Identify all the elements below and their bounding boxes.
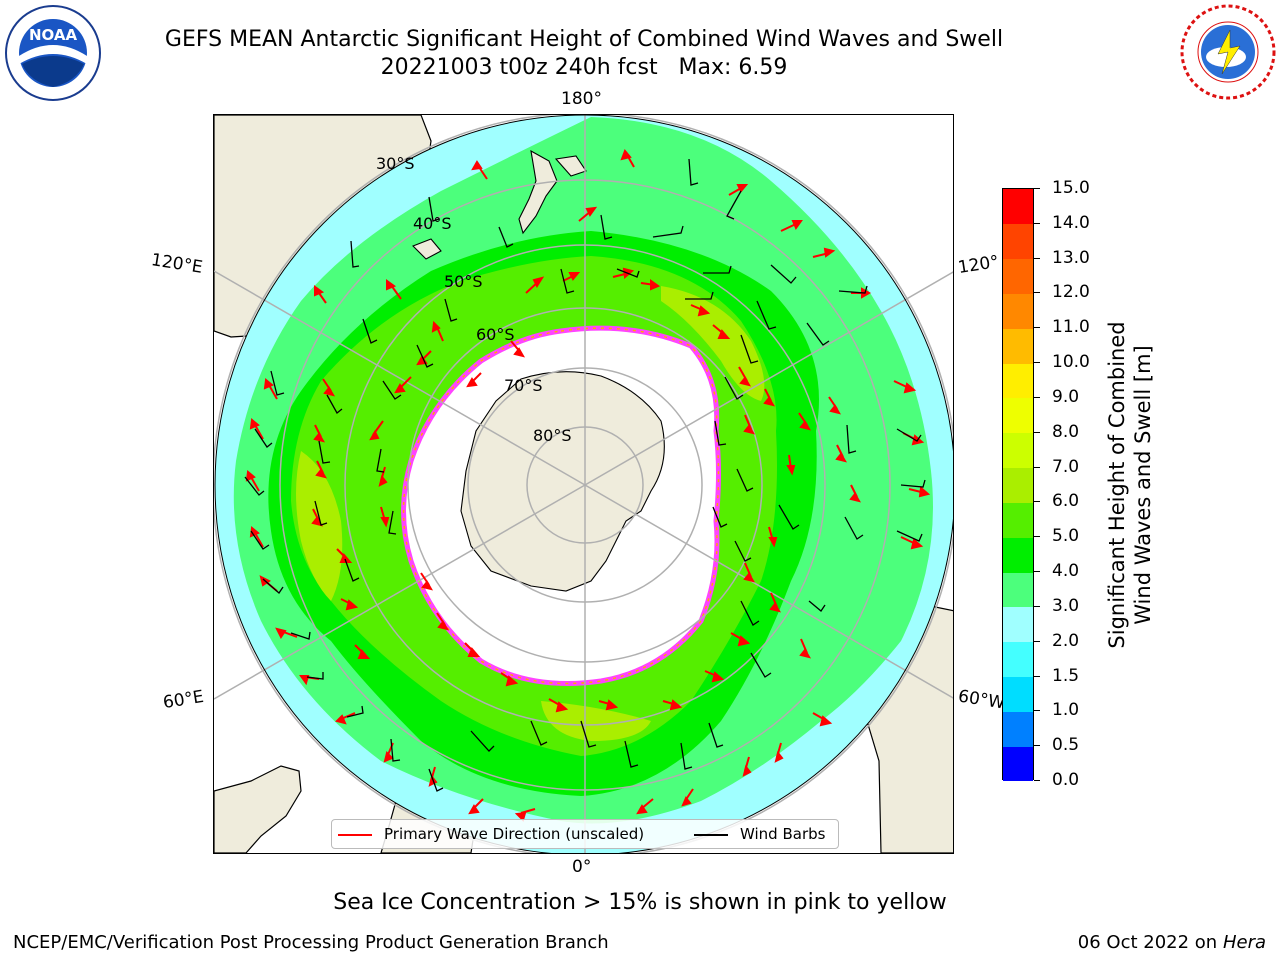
lon-label-0: 0° (572, 857, 592, 877)
colorbar-segment (1003, 746, 1033, 782)
colorbar-title-line-2: Wind Waves and Swell [m] (1131, 345, 1155, 625)
new-zealand (518, 149, 558, 235)
legend-wave-swatch (338, 834, 372, 836)
colorbar-tick (1034, 188, 1040, 189)
colorbar-segment (1003, 606, 1033, 643)
colorbar-tick (1034, 396, 1040, 398)
map-legend: Primary Wave Direction (unscaled) Wind B… (331, 819, 839, 849)
colorbar-tick (1034, 222, 1040, 224)
colorbar-tick (1034, 362, 1040, 364)
colorbar-segment (1003, 537, 1033, 573)
map-boundary (214, 115, 953, 853)
lat-label-70: 70°S (504, 376, 543, 395)
colorbar (1002, 188, 1034, 782)
colorbar-segment (1003, 363, 1033, 399)
colorbar-tick (1034, 745, 1040, 747)
footer-date: 06 Oct 2022 on (1077, 932, 1223, 953)
colorbar-tick-label: 5.0 (1052, 526, 1080, 547)
colorbar-tick (1034, 466, 1040, 468)
lat-label-30: 30°S (376, 154, 415, 173)
colorbar-tick-label: 3.0 (1052, 595, 1080, 616)
colorbar-tick (1034, 710, 1040, 712)
colorbar-tick-label: 0.5 (1052, 735, 1080, 756)
colorbar-segment (1003, 223, 1033, 260)
chart-title: GEFS MEAN Antarctic Significant Height o… (0, 26, 1168, 82)
lon-label-120e: 120°E (149, 250, 204, 278)
colorbar-segment (1003, 189, 1033, 225)
colorbar-segment (1003, 397, 1033, 434)
noaa-logo-text: NOAA (29, 26, 78, 44)
map-panel: 30°S 40°S 50°S 60°S 70°S 80°S Primary Wa… (213, 114, 954, 854)
colorbar-tick-label: 8.0 (1052, 421, 1080, 442)
lon-label-180: 180° (561, 89, 602, 109)
title-line-1: GEFS MEAN Antarctic Significant Height o… (164, 27, 1004, 52)
colorbar-tick-label: 11.0 (1052, 317, 1090, 338)
colorbar-segment (1003, 711, 1033, 747)
colorbar-tick-label: 12.0 (1052, 282, 1090, 303)
sea-ice-note: Sea Ice Concentration > 15% is shown in … (333, 890, 947, 915)
colorbar-tick-label: 9.0 (1052, 386, 1080, 407)
lat-label-40: 40°S (413, 214, 452, 233)
legend-wave-label: Primary Wave Direction (unscaled) (384, 825, 645, 843)
colorbar-tick-label: 1.0 (1052, 700, 1080, 721)
lon-label-120w: 120° (956, 251, 1001, 279)
colorbar-tick (1034, 780, 1040, 781)
graticule (214, 115, 953, 853)
footer-right: 06 Oct 2022 on Hera (1078, 932, 1266, 953)
footer-left: NCEP/EMC/Verification Post Processing Pr… (13, 932, 609, 953)
colorbar-tick-label: 10.0 (1052, 352, 1090, 373)
colorbar-segment (1003, 293, 1033, 329)
colorbar-tick-label: 14.0 (1052, 212, 1090, 233)
colorbar-title-line-1: Significant Height of Combined (1105, 321, 1129, 649)
colorbar-tick-label: 13.0 (1052, 247, 1090, 268)
colorbar-segment (1003, 328, 1033, 364)
colorbar-tick (1034, 675, 1040, 677)
colorbar-segment (1003, 467, 1033, 503)
colorbar-tick (1034, 536, 1040, 538)
colorbar-tick-label: 2.0 (1052, 630, 1080, 651)
colorbar-segment (1003, 432, 1033, 469)
lat-label-50: 50°S (444, 272, 483, 291)
colorbar-segment (1003, 641, 1033, 678)
colorbar-segment (1003, 676, 1033, 712)
legend-barb-label: Wind Barbs (740, 825, 826, 843)
colorbar-tick (1034, 431, 1040, 433)
noaa-logo: NOAA (4, 4, 102, 106)
colorbar-tick (1034, 257, 1040, 259)
colorbar-tick-label: 6.0 (1052, 491, 1080, 512)
colorbar-tick (1034, 501, 1040, 503)
colorbar-tick (1034, 571, 1040, 573)
colorbar-tick (1034, 605, 1040, 607)
colorbar-tick (1034, 327, 1040, 329)
lon-label-60e: 60°E (161, 686, 206, 714)
footer-machine: Hera (1222, 932, 1266, 953)
lat-label-80: 80°S (533, 426, 572, 445)
lon-label-60w: 60°W (956, 686, 1007, 714)
nws-logo (1178, 2, 1278, 106)
legend-barb-swatch (694, 834, 728, 836)
colorbar-tick-label: 15.0 (1052, 178, 1090, 198)
colorbar-tick-label: 4.0 (1052, 561, 1080, 582)
colorbar-title: Significant Height of Combined Wind Wave… (1104, 321, 1156, 648)
title-line-2: 20221003 t00z 240h fcst Max: 6.59 (380, 55, 788, 80)
map-svg: 30°S 40°S 50°S 60°S 70°S 80°S (214, 115, 953, 853)
colorbar-segment (1003, 258, 1033, 294)
colorbar-segment (1003, 502, 1033, 538)
colorbar-tick-label: 7.0 (1052, 456, 1080, 477)
colorbar-tick-label: 0.0 (1052, 770, 1080, 790)
wind-barbs (244, 158, 926, 792)
colorbar-tick-label: 1.5 (1052, 665, 1080, 686)
lat-label-60: 60°S (476, 325, 515, 344)
colorbar-segment (1003, 572, 1033, 608)
colorbar-tick (1034, 292, 1040, 294)
colorbar-tick (1034, 640, 1040, 642)
